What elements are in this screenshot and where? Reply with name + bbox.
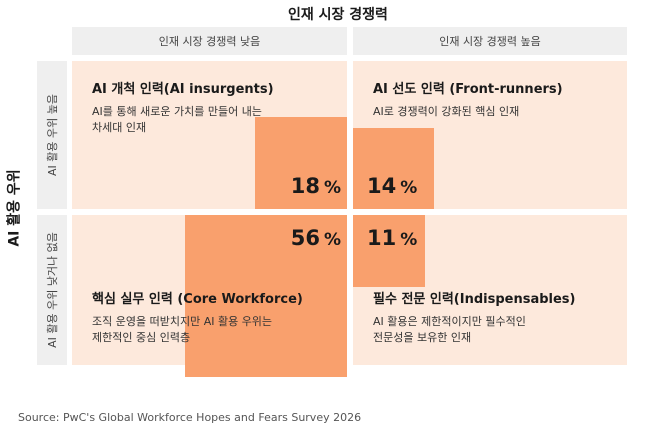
value-box-core-workforce: [185, 215, 347, 377]
value-label-core-workforce: 56%: [291, 226, 341, 250]
quadrant-title-core-workforce: 핵심 실무 인력 (Core Workforce): [92, 292, 303, 307]
desc-line: 조직 운영을 떠받치지만 AI 활용 우위는: [92, 315, 273, 328]
value-label-ai-insurgents: 18%: [291, 174, 341, 198]
desc-line: AI를 통해 새로운 가치를 만들어 내는: [92, 105, 262, 118]
x-axis-title: 인재 시장 경쟁력: [288, 7, 388, 23]
desc-line: AI로 경쟁력이 강화된 핵심 인재: [373, 105, 520, 118]
desc-line: 제한적인 중심 인력층: [92, 331, 191, 344]
quadrant-desc-indispensables: AI 활용은 제한적이지만 필수적인 전문성을 보유한 인재: [373, 314, 526, 346]
value-unit: %: [400, 230, 418, 250]
value-label-front-runners: 14%: [367, 174, 417, 198]
desc-line: 차세대 인재: [92, 121, 147, 134]
value-box-ai-insurgents: [255, 117, 347, 209]
row-header-high-text: AI 활용 우위 높음: [46, 94, 60, 176]
value-unit: %: [400, 178, 418, 198]
value-box-indispensables: [353, 215, 425, 287]
row-header-low: AI 활용 우위 낮거나 없음: [37, 215, 67, 365]
desc-line: 전문성을 보유한 인재: [373, 331, 472, 344]
column-header-high: 인재 시장 경쟁력 높음: [353, 27, 627, 55]
row-header-low-text: AI 활용 우위 낮거나 없음: [46, 232, 59, 348]
value-number: 14: [367, 174, 397, 198]
value-number: 18: [290, 174, 320, 198]
quadrant-desc-front-runners: AI로 경쟁력이 강화된 핵심 인재: [373, 104, 519, 120]
value-unit: %: [323, 178, 341, 198]
quadrant-title-ai-insurgents: AI 개척 인력(AI insurgents): [92, 82, 274, 97]
value-number: 56: [290, 226, 320, 250]
quadrant-desc-core-workforce: 조직 운영을 떠받치지만 AI 활용 우위는 제한적인 중심 인력층: [92, 314, 272, 346]
y-axis-title-text: AI 활용 우위: [7, 169, 23, 247]
quadrant-title-front-runners: AI 선도 인력 (Front-runners): [373, 82, 563, 97]
desc-line: AI 활용은 제한적이지만 필수적인: [373, 315, 526, 328]
value-number: 11: [367, 226, 397, 250]
value-box-front-runners: [353, 128, 434, 209]
quadrant-title-indispensables: 필수 전문 인력(Indispensables): [373, 292, 576, 307]
row-header-high: AI 활용 우위 높음: [37, 61, 67, 209]
y-axis-title: AI 활용 우위: [2, 148, 26, 268]
value-label-indispensables: 11%: [367, 226, 417, 250]
quadrant-desc-ai-insurgents: AI를 통해 새로운 가치를 만들어 내는 차세대 인재: [92, 104, 262, 136]
column-header-low: 인재 시장 경쟁력 낮음: [72, 27, 347, 55]
source-note: Source: PwC's Global Workforce Hopes and…: [18, 411, 362, 424]
value-unit: %: [323, 230, 341, 250]
